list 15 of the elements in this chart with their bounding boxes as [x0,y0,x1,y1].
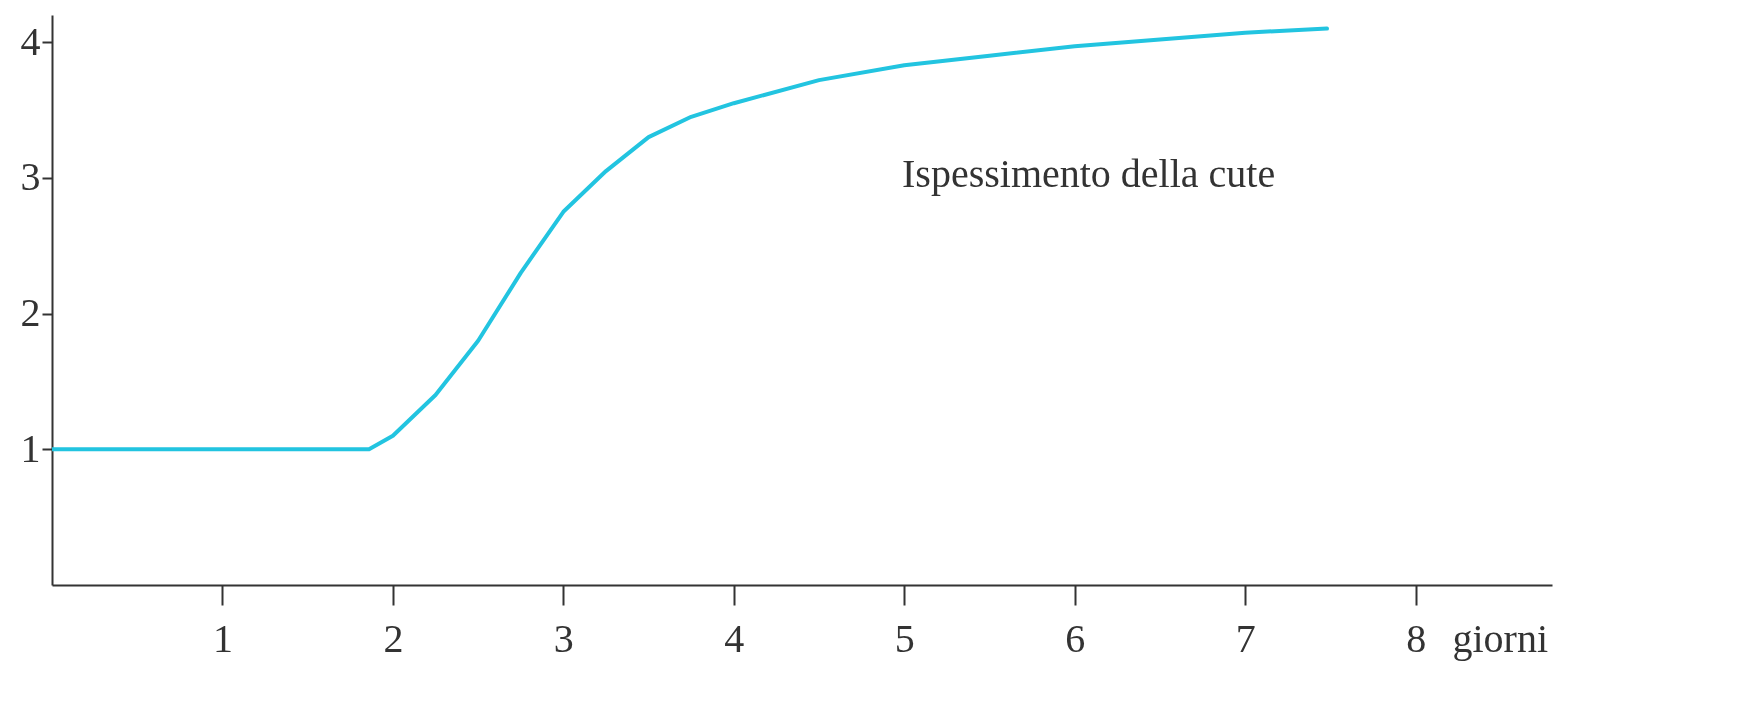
y-tick-label: 4 [20,18,41,64]
x-axis-title: giorni [1452,615,1549,661]
x-tick-label: 4 [724,615,745,661]
x-tick-label: 6 [1065,615,1086,661]
x-tick-label: 8 [1406,615,1427,661]
y-tick-label: 1 [20,425,41,471]
x-tick-label: 3 [553,615,574,661]
x-tick-label: 5 [894,615,915,661]
line-series [52,26,1329,452]
y-tick-label: 2 [20,290,41,336]
x-tick-label: 1 [212,615,233,661]
y-tick-label: 3 [20,154,41,200]
annotation: Ispessimento della cute [902,151,1276,196]
x-tick-label: 7 [1235,615,1256,661]
x-tick-label: 2 [383,615,404,661]
